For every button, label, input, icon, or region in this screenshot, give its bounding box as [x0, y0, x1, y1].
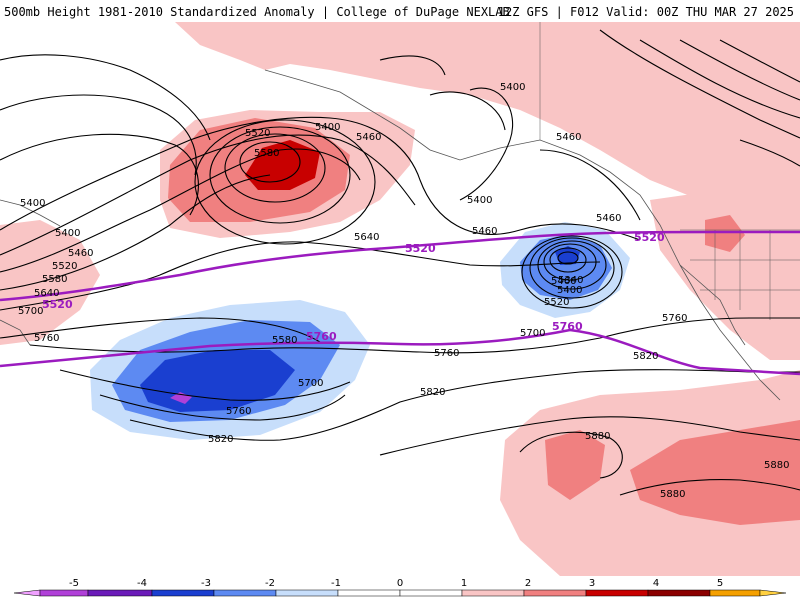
- contour-label: 5460: [472, 226, 497, 237]
- contour-label: 5520: [52, 261, 77, 272]
- color-legend: -5 -4 -3 -2 -1 0 1 2 3 4 5: [13, 578, 787, 597]
- anomaly-map: 5400 5520 5580 5400 5460 5400 5460 5400 …: [0, 22, 800, 576]
- run-info: 12Z GFS | F012 Valid: 00Z THU MAR 27 202…: [497, 5, 794, 19]
- contour-label: 5580: [42, 274, 67, 285]
- contour-label: 5460: [68, 248, 93, 259]
- contour-label: 5820: [420, 387, 445, 398]
- highlight-labels: 5520 5520 5760 5760 5520: [42, 231, 665, 343]
- contour-label: 5340: [558, 275, 583, 286]
- contour-label: 5880: [764, 460, 789, 471]
- contour-label: 5700: [520, 328, 545, 339]
- coastlines: [0, 69, 781, 401]
- legend-label: -4: [137, 578, 147, 589]
- legend-label: 1: [461, 578, 467, 589]
- low-center-contours: [194, 119, 623, 309]
- contour-label: 5520: [245, 128, 270, 139]
- legend-label: 0: [397, 578, 403, 589]
- legend-label: 3: [589, 578, 595, 589]
- contour-label: 5460: [556, 132, 581, 143]
- contour-label: 5820: [208, 434, 233, 445]
- state-borders: [539, 22, 800, 320]
- contour-labels: 5400 5520 5580 5400 5460 5400 5460 5400 …: [18, 82, 789, 500]
- contour-label: 5400: [20, 198, 45, 209]
- contour-label: 5820: [633, 351, 658, 362]
- contour-label: 5640: [34, 288, 59, 299]
- highlight-label: 5520: [634, 231, 665, 244]
- contour-label: 5400: [557, 285, 582, 296]
- contour-label: 5880: [585, 431, 610, 442]
- contour-label: 5580: [254, 148, 279, 159]
- contour-label: 5400: [500, 82, 525, 93]
- highlight-contours: [0, 230, 800, 376]
- contour-label: 5400: [467, 195, 492, 206]
- contour-label: 5460: [551, 276, 576, 287]
- map-header: 500mb Height 1981-2010 Standardized Anom…: [0, 0, 800, 22]
- contour-label: 5580: [272, 335, 297, 346]
- contour-label: 5700: [18, 306, 43, 317]
- legend-label: -3: [201, 578, 211, 589]
- legend-label: -5: [69, 578, 79, 589]
- height-contours: [0, 29, 800, 496]
- legend-label: 2: [525, 578, 531, 589]
- map-title: 500mb Height 1981-2010 Standardized Anom…: [4, 5, 510, 19]
- contour-label: 5400: [315, 122, 340, 133]
- contour-label: 5760: [662, 313, 687, 324]
- contour-label: 5640: [354, 232, 379, 243]
- legend-label: -2: [265, 578, 275, 589]
- legend-label: 4: [653, 578, 659, 589]
- legend-labels: -5 -4 -3 -2 -1 0 1 2 3 4 5: [69, 578, 723, 589]
- contour-label: 5880: [660, 489, 685, 500]
- contour-label: 5760: [226, 406, 251, 417]
- legend-label: -1: [331, 578, 341, 589]
- highlight-label: 5520: [42, 298, 73, 311]
- contour-label: 5460: [596, 213, 621, 224]
- legend-bar: [13, 589, 787, 597]
- positive-anomaly-fill: [0, 22, 800, 576]
- contour-label: 5760: [434, 348, 459, 359]
- contour-label: 5460: [356, 132, 381, 143]
- contour-label: 5520: [544, 297, 569, 308]
- contour-label: 5700: [298, 378, 323, 389]
- highlight-label: 5760: [552, 320, 583, 333]
- highlight-label: 5520: [405, 242, 436, 255]
- highlight-label: 5760: [306, 330, 337, 343]
- legend-label: 5: [717, 578, 723, 589]
- contour-label: 5760: [34, 333, 59, 344]
- contour-label: 5400: [55, 228, 80, 239]
